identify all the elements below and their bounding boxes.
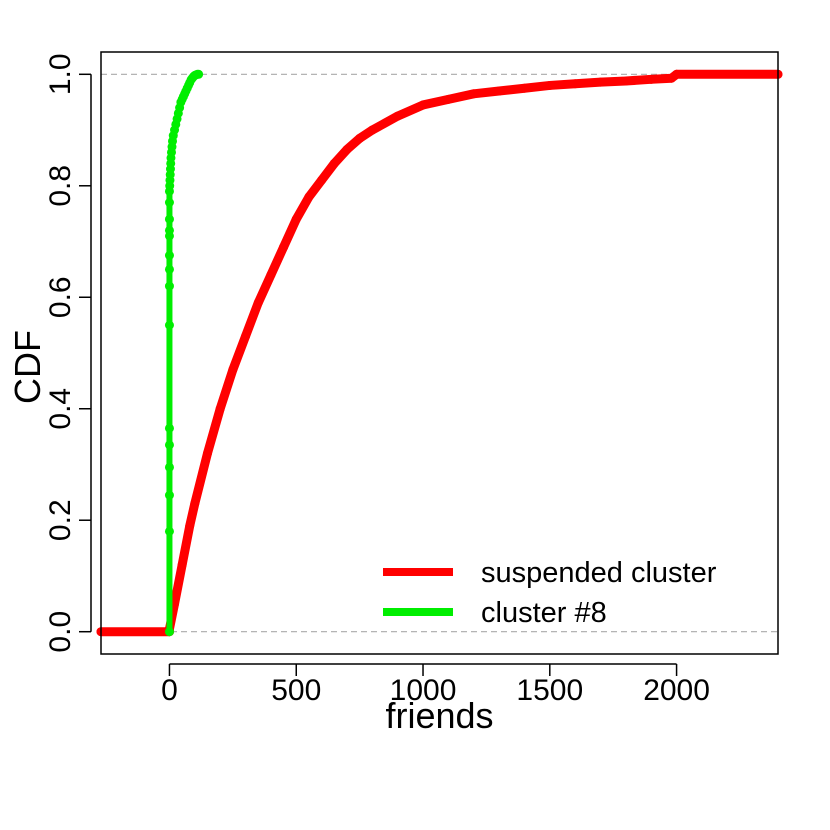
data-point bbox=[164, 462, 174, 472]
data-point bbox=[202, 448, 212, 458]
legend: suspended cluster cluster #8 bbox=[383, 557, 717, 629]
data-point bbox=[393, 111, 403, 121]
data-point bbox=[164, 526, 174, 536]
data-point bbox=[164, 198, 174, 207]
series-layer bbox=[96, 69, 783, 637]
data-point bbox=[672, 69, 682, 79]
data-point bbox=[519, 83, 529, 93]
data-point bbox=[177, 560, 187, 570]
data-point bbox=[164, 440, 174, 450]
data-point bbox=[621, 76, 631, 86]
reference-lines bbox=[101, 73, 778, 633]
legend-item: cluster #8 bbox=[383, 597, 607, 629]
data-point bbox=[164, 214, 174, 224]
data-point bbox=[646, 74, 656, 84]
data-point bbox=[164, 250, 174, 260]
series-2 bbox=[164, 69, 204, 637]
data-point bbox=[164, 490, 174, 500]
x-tick-label: 2000 bbox=[643, 674, 710, 707]
y-tick-label: 1.0 bbox=[44, 53, 77, 95]
y-tick-label: 0.0 bbox=[44, 611, 77, 653]
y-tick-label: 0.6 bbox=[44, 276, 77, 318]
y-tick-label: 0.4 bbox=[44, 388, 77, 430]
data-point bbox=[164, 423, 174, 433]
data-point bbox=[279, 242, 289, 252]
data-point bbox=[367, 125, 377, 135]
data-point bbox=[185, 521, 195, 531]
data-point bbox=[329, 158, 339, 168]
data-point bbox=[164, 627, 174, 637]
data-point bbox=[304, 192, 314, 202]
data-point bbox=[545, 80, 555, 90]
x-tick-label: 0 bbox=[161, 674, 178, 707]
data-point bbox=[164, 225, 174, 235]
legend-label: cluster #8 bbox=[481, 597, 607, 629]
data-point bbox=[266, 270, 276, 280]
data-point bbox=[418, 100, 428, 110]
data-point bbox=[443, 94, 453, 104]
data-point bbox=[355, 133, 365, 143]
data-point bbox=[164, 264, 174, 274]
legend-item: suspended cluster bbox=[383, 557, 717, 589]
y-tick-label: 0.2 bbox=[44, 499, 77, 541]
x-tick-label: 500 bbox=[271, 674, 321, 707]
y-tick-label: 0.8 bbox=[44, 165, 77, 207]
x-axis-label: friends bbox=[385, 695, 493, 736]
data-point bbox=[469, 89, 479, 99]
data-point bbox=[342, 145, 352, 155]
x-axis: 0 500 1000 1500 2000 bbox=[161, 663, 710, 707]
series-line bbox=[96, 69, 783, 637]
y-axis: 0.0 0.2 0.4 0.6 0.8 1.0 bbox=[44, 53, 92, 653]
x-tick-label: 1500 bbox=[516, 674, 583, 707]
x-tick-label: 1000 bbox=[390, 674, 457, 707]
data-point bbox=[253, 298, 263, 308]
data-point bbox=[570, 79, 580, 89]
data-point bbox=[190, 499, 200, 508]
data-point bbox=[241, 331, 251, 341]
data-point bbox=[317, 175, 327, 185]
series-1 bbox=[96, 69, 783, 637]
data-point bbox=[164, 281, 174, 291]
data-point bbox=[494, 86, 504, 96]
data-point bbox=[215, 404, 225, 414]
y-axis-label: CDF bbox=[7, 330, 48, 404]
legend-label: suspended cluster bbox=[481, 557, 717, 589]
data-point bbox=[291, 214, 301, 224]
data-point bbox=[228, 365, 238, 375]
plot-frame bbox=[100, 51, 779, 655]
data-point bbox=[596, 77, 606, 87]
data-point bbox=[194, 69, 204, 79]
data-point bbox=[164, 320, 174, 330]
